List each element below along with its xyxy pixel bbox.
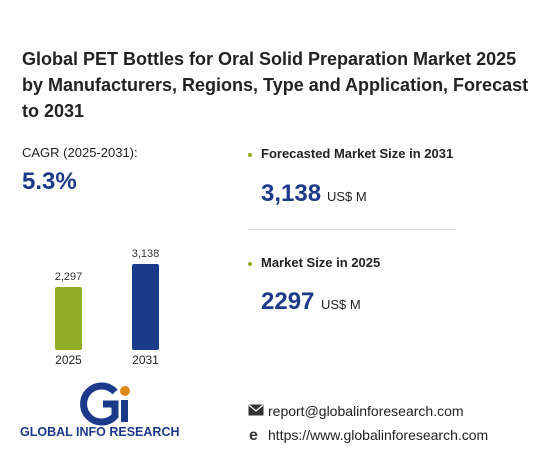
value-label: 3,138: [132, 248, 160, 260]
bar: [132, 264, 159, 350]
current-label: Market Size in 2025: [261, 255, 381, 270]
logo-text: GLOBAL INFO RESEARCH: [20, 425, 180, 439]
forecast-unit: US$ M: [327, 189, 367, 204]
web-icon: e: [249, 427, 258, 442]
current-unit: US$ M: [321, 297, 361, 312]
chart: 2,297 2025 3,138 2031: [55, 248, 160, 367]
title: Global PET Bottles for Oral Solid Prepar…: [22, 49, 529, 121]
svg-text:e: e: [249, 427, 258, 442]
bullet: [248, 153, 252, 157]
cagr-label: CAGR (2025-2031):: [22, 145, 138, 160]
website[interactable]: https://www.globalinforesearch.com: [268, 427, 489, 443]
bullet: [248, 262, 252, 266]
forecast-value: 3,138: [261, 180, 322, 207]
logo-mark: [80, 382, 130, 426]
forecast-label: Forecasted Market Size in 2031: [261, 146, 454, 161]
value-label: 2,297: [55, 271, 83, 283]
category-label: 2031: [132, 353, 159, 367]
separator: [248, 229, 456, 230]
category-label: 2025: [55, 353, 82, 367]
bar: [55, 287, 82, 350]
email-icon: [248, 404, 264, 416]
current-value: 2297: [261, 288, 315, 315]
cagr-value: 5.3%: [22, 168, 77, 195]
email[interactable]: report@globalinforesearch.com: [268, 403, 464, 419]
